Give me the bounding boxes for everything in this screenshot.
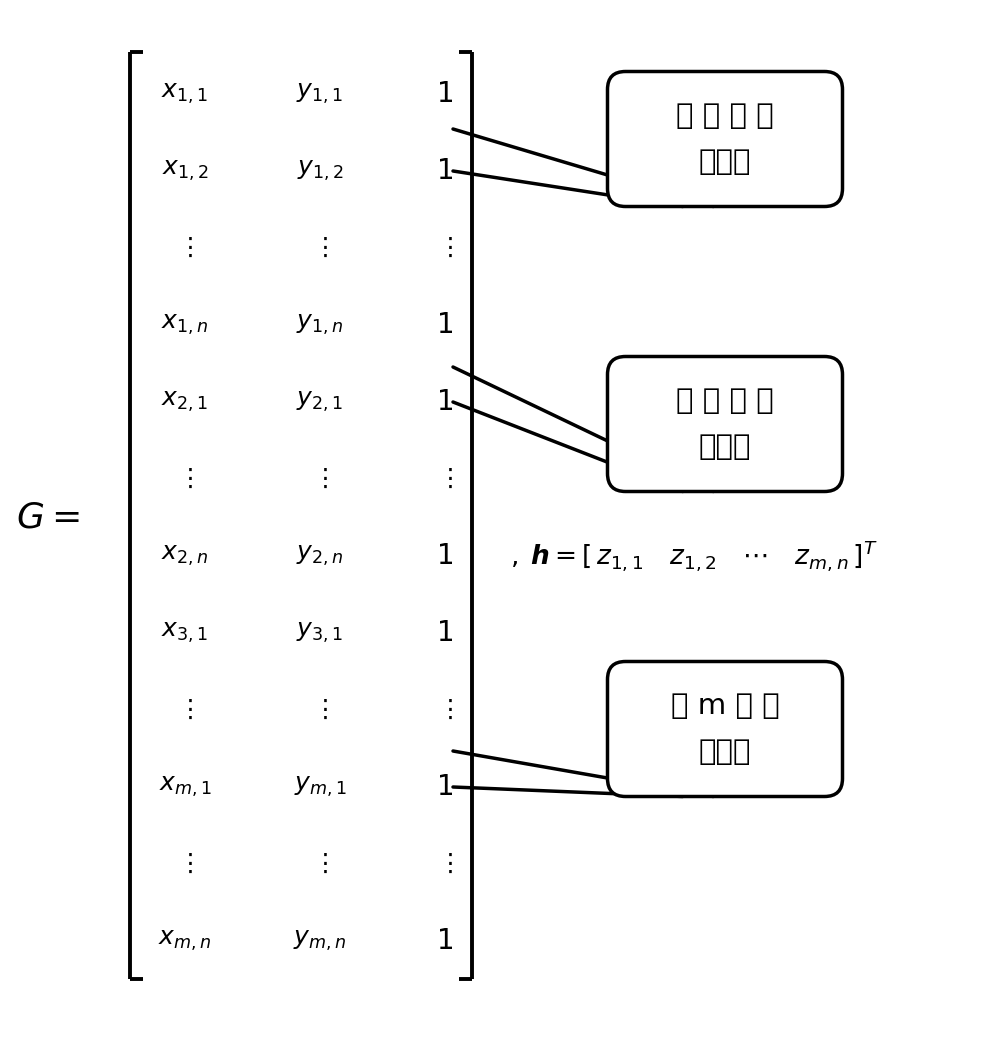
Text: $\vdots$: $\vdots$ [436, 698, 452, 722]
Text: $\vdots$: $\vdots$ [177, 467, 193, 491]
Text: $y_{2,1}$: $y_{2,1}$ [296, 390, 343, 415]
Text: $x_{m,n}$: $x_{m,n}$ [158, 929, 212, 953]
Text: $y_{1,n}$: $y_{1,n}$ [296, 313, 343, 337]
FancyBboxPatch shape [607, 356, 842, 491]
Text: $x_{1,n}$: $x_{1,n}$ [161, 313, 209, 337]
Text: $\vdots$: $\vdots$ [436, 852, 452, 876]
Text: $x_{m,1}$: $x_{m,1}$ [158, 775, 212, 799]
Text: $y_{1,2}$: $y_{1,2}$ [296, 159, 343, 183]
Text: $y_{m,n}$: $y_{m,n}$ [293, 929, 346, 953]
Text: $1$: $1$ [436, 80, 453, 108]
Text: $\vdots$: $\vdots$ [312, 467, 328, 491]
Text: $y_{2,n}$: $y_{2,n}$ [296, 544, 343, 568]
FancyBboxPatch shape [607, 72, 842, 207]
Text: $G =$: $G =$ [16, 501, 80, 534]
Text: $y_{m,1}$: $y_{m,1}$ [293, 775, 346, 799]
Text: $y_{3,1}$: $y_{3,1}$ [296, 621, 343, 645]
Text: $y_{1,1}$: $y_{1,1}$ [296, 82, 343, 106]
Text: $1$: $1$ [436, 388, 453, 416]
Text: $1$: $1$ [436, 311, 453, 339]
Text: $1$: $1$ [436, 619, 453, 647]
FancyBboxPatch shape [607, 662, 842, 797]
Text: $1$: $1$ [436, 157, 453, 185]
Text: $\vdots$: $\vdots$ [312, 236, 328, 260]
Text: $\vdots$: $\vdots$ [312, 698, 328, 722]
Text: $\vdots$: $\vdots$ [436, 467, 452, 491]
Text: $\vdots$: $\vdots$ [312, 852, 328, 876]
Text: $1$: $1$ [436, 927, 453, 955]
Text: $x_{1,1}$: $x_{1,1}$ [161, 82, 209, 106]
Text: $\vdots$: $\vdots$ [177, 236, 193, 260]
Text: $\vdots$: $\vdots$ [177, 852, 193, 876]
Text: $,\;\boldsymbol{h} = \left[\,z_{1,1} \quad z_{1,2} \quad \cdots \quad z_{m,n}\,\: $,\;\boldsymbol{h} = \left[\,z_{1,1} \qu… [510, 538, 877, 574]
Text: $1$: $1$ [436, 773, 453, 801]
Text: $x_{3,1}$: $x_{3,1}$ [161, 621, 209, 645]
Text: $1$: $1$ [436, 542, 453, 570]
Text: 第 二 行 采
样数据: 第 二 行 采 样数据 [676, 388, 773, 461]
Text: 第 一 行 采
样数据: 第 一 行 采 样数据 [676, 102, 773, 176]
Text: $x_{1,2}$: $x_{1,2}$ [161, 159, 209, 183]
Text: 第 m 行 采
样数据: 第 m 行 采 样数据 [670, 692, 778, 766]
Text: $\vdots$: $\vdots$ [177, 698, 193, 722]
Text: $\vdots$: $\vdots$ [436, 236, 452, 260]
Text: $x_{2,1}$: $x_{2,1}$ [161, 390, 209, 415]
Text: $x_{2,n}$: $x_{2,n}$ [161, 544, 209, 568]
